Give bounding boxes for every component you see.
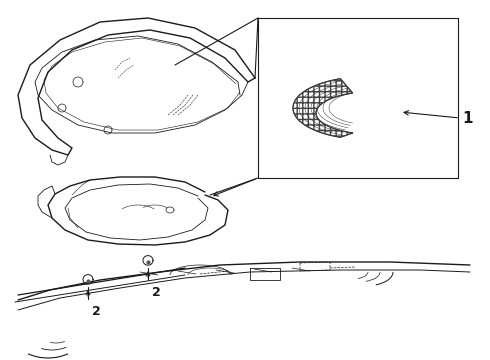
Text: 2: 2 xyxy=(92,305,101,318)
Polygon shape xyxy=(293,79,353,137)
Text: 2: 2 xyxy=(152,286,161,299)
Text: 1: 1 xyxy=(462,111,472,126)
